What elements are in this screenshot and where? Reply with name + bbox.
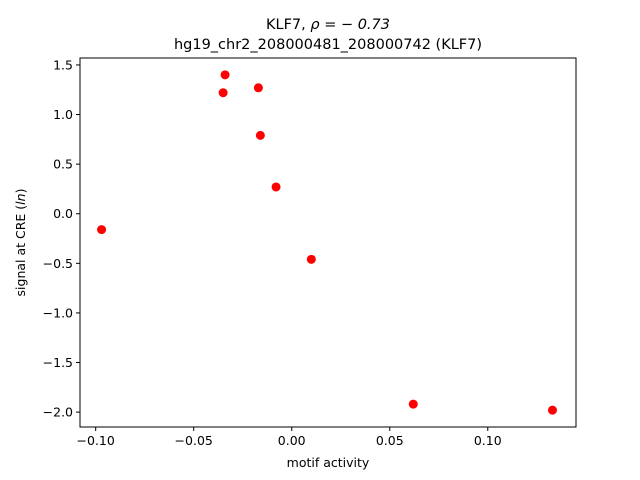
x-tick-label: 0.05 <box>376 433 404 448</box>
y-axis-label: signal at CRE (ln) <box>13 189 28 297</box>
x-tick-label: −0.05 <box>175 433 213 448</box>
data-point <box>97 225 107 235</box>
chart-title-line2: hg19_chr2_208000481_208000742 (KLF7) <box>174 37 482 53</box>
y-axis-ticks: −2.0 −1.5 −1.0 −0.5 0.0 0.5 1.0 1.5 <box>43 57 80 420</box>
data-points <box>97 70 557 415</box>
y-tick-label: −1.5 <box>43 355 73 370</box>
x-tick-label: −0.10 <box>77 433 115 448</box>
data-point <box>306 254 316 264</box>
plot-area-frame <box>79 57 577 428</box>
data-point <box>408 399 418 409</box>
y-axis-label-math: ln <box>13 193 28 204</box>
y-axis-label-suffix: ) <box>13 189 28 194</box>
chart-title-prefix: KLF7, <box>266 17 310 33</box>
y-tick-label: −2.0 <box>43 405 73 420</box>
x-axis-ticks: −0.10 −0.05 0.00 0.05 0.10 <box>77 427 502 448</box>
y-tick-label: 0.0 <box>53 206 73 221</box>
y-tick-label: 0.5 <box>53 157 73 172</box>
x-tick-label: 0.10 <box>474 433 502 448</box>
data-point <box>220 70 230 80</box>
y-tick-label: −0.5 <box>43 256 73 271</box>
data-point <box>255 130 265 140</box>
x-tick-label: 0.00 <box>278 433 306 448</box>
y-tick-label: −1.0 <box>43 305 73 320</box>
x-axis-label: motif activity <box>287 455 370 470</box>
data-point <box>253 83 263 93</box>
data-point <box>218 88 228 98</box>
y-axis-label-prefix: signal at CRE ( <box>13 205 28 297</box>
y-tick-label: 1.5 <box>53 57 73 72</box>
chart-title-line1: KLF7, ρ = − 0.73 <box>266 17 390 33</box>
data-point <box>271 182 281 192</box>
y-tick-label: 1.0 <box>53 107 73 122</box>
data-point <box>547 405 557 415</box>
chart-title-math: ρ = − 0.73 <box>310 17 390 33</box>
